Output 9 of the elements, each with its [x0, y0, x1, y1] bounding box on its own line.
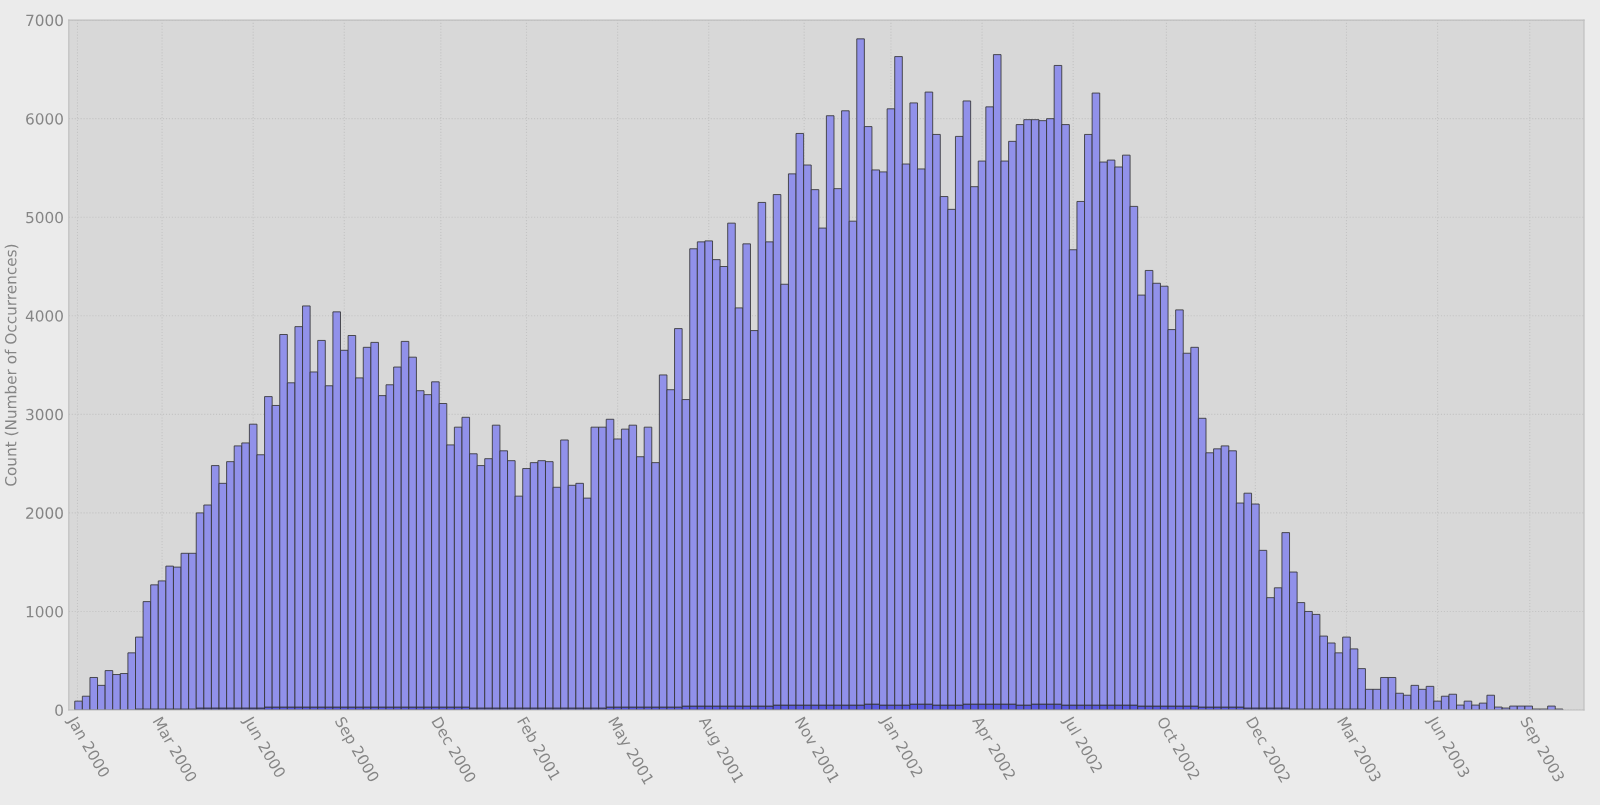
y-axis-title: Count (Number of Occurrences) [4, 244, 19, 486]
y-tick-label: 2000 [26, 507, 63, 519]
y-tick-label: 7000 [26, 14, 63, 27]
y-tick-label: 0 [55, 704, 63, 717]
y-tick-label: 1000 [26, 605, 63, 618]
y-tick-label: 5000 [26, 211, 63, 224]
y-tick-label: 3000 [26, 408, 63, 421]
y-tick-label: 6000 [26, 113, 63, 125]
y-tick-label: 4000 [25, 310, 63, 322]
